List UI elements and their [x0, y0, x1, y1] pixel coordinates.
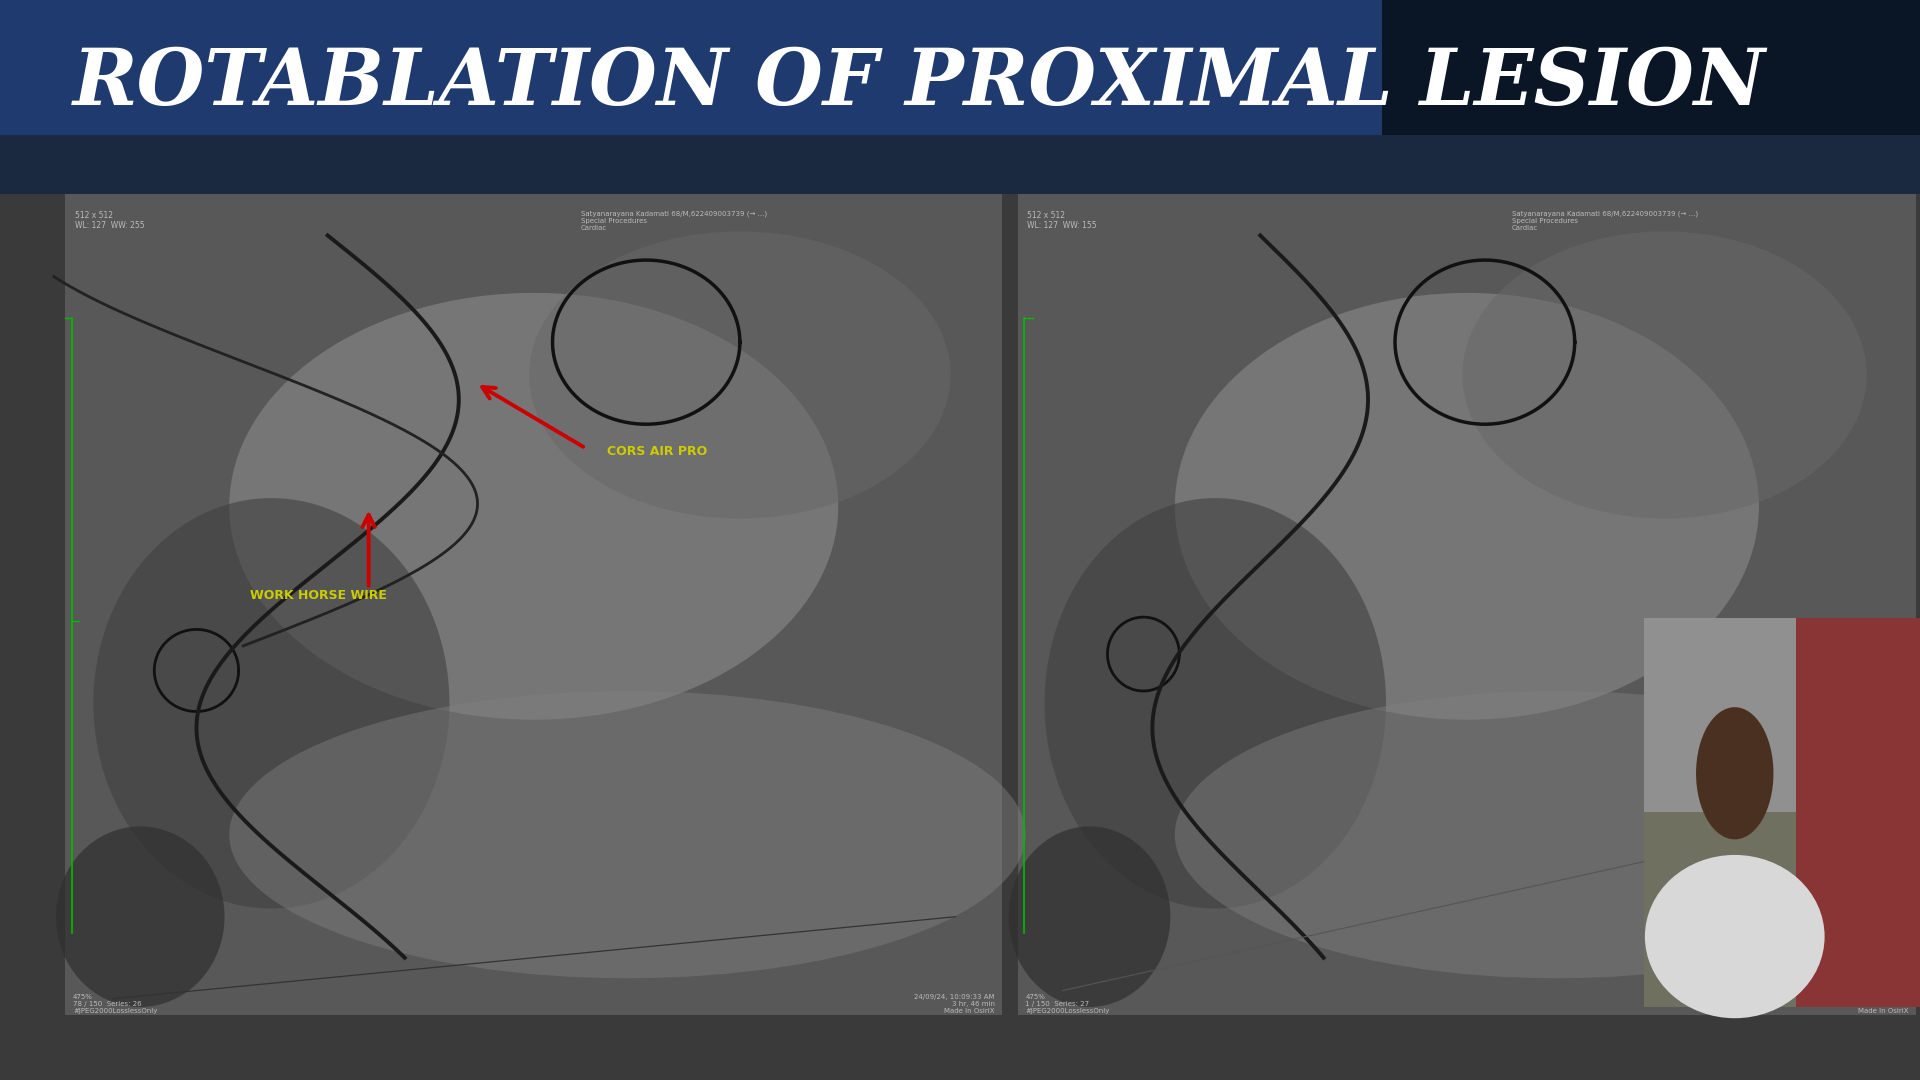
Text: 475%
1 / 150  Series: 27
#JPEG2000LosslessOnly: 475% 1 / 150 Series: 27 #JPEG2000Lossles…: [1025, 994, 1110, 1013]
Ellipse shape: [94, 498, 449, 908]
Text: 512 x 512
WL: 127  WW: 155: 512 x 512 WL: 127 WW: 155: [1027, 211, 1096, 230]
Ellipse shape: [1175, 293, 1759, 719]
Ellipse shape: [1008, 826, 1171, 1007]
Ellipse shape: [1175, 691, 1920, 978]
Ellipse shape: [56, 826, 225, 1007]
Text: 475%
78 / 150  Series: 26
#JPEG2000LosslessOnly: 475% 78 / 150 Series: 26 #JPEG2000Lossle…: [73, 994, 157, 1013]
Bar: [65, 194, 1002, 1015]
Text: 3 hr, 46 min
Made In OsiriX: 3 hr, 46 min Made In OsiriX: [1859, 1000, 1908, 1013]
Ellipse shape: [1645, 855, 1824, 1018]
Bar: [1795, 618, 1920, 1007]
Text: ROTABLATION OF PROXIMAL LESION: ROTABLATION OF PROXIMAL LESION: [73, 45, 1766, 122]
Text: Satyanarayana Kadamati 68/M,622409003739 (→ ...)
Special Procedures
Cardiac: Satyanarayana Kadamati 68/M,622409003739…: [580, 211, 766, 231]
Bar: [0, 135, 1920, 194]
Bar: [1644, 618, 1795, 812]
Bar: [1644, 618, 1920, 1007]
Ellipse shape: [228, 691, 1025, 978]
Bar: [0, 0, 1382, 135]
Ellipse shape: [228, 293, 839, 719]
Ellipse shape: [530, 231, 950, 518]
Bar: [1382, 0, 1920, 135]
Ellipse shape: [1695, 707, 1774, 839]
Text: 512 x 512
WL: 127  WW: 255: 512 x 512 WL: 127 WW: 255: [75, 211, 144, 230]
Ellipse shape: [1044, 498, 1386, 908]
Ellipse shape: [1463, 231, 1866, 518]
Text: CORS AIR PRO: CORS AIR PRO: [607, 445, 707, 458]
Text: WORK HORSE WIRE: WORK HORSE WIRE: [250, 589, 386, 602]
Bar: [1018, 194, 1916, 1015]
Text: 24/09/24, 10:09:33 AM
3 hr, 46 min
Made In OsiriX: 24/09/24, 10:09:33 AM 3 hr, 46 min Made …: [914, 994, 995, 1013]
Text: Satyanarayana Kadamati 68/M,622409003739 (→ ...)
Special Procedures
Cardiac: Satyanarayana Kadamati 68/M,622409003739…: [1511, 211, 1697, 231]
